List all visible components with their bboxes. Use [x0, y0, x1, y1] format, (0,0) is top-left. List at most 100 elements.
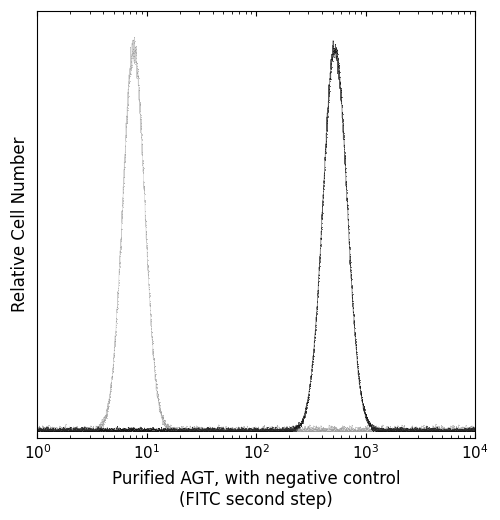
- Point: [404, 426, 412, 435]
- Point: [416, 426, 424, 434]
- Point: [260, 426, 268, 435]
- Point: [334, 426, 342, 434]
- Point: [145, 280, 153, 288]
- Point: [149, 351, 157, 359]
- Point: [78, 426, 86, 435]
- Point: [419, 425, 427, 433]
- Point: [412, 426, 420, 435]
- Point: [452, 425, 460, 434]
- Point: [458, 426, 466, 435]
- Point: [90, 426, 98, 435]
- Point: [185, 425, 193, 433]
- Point: [278, 426, 286, 435]
- Point: [383, 426, 391, 434]
- Point: [444, 426, 452, 435]
- Point: [192, 425, 200, 434]
- Point: [470, 426, 478, 435]
- Point: [127, 54, 135, 62]
- Point: [142, 425, 150, 434]
- Point: [221, 426, 229, 435]
- Point: [232, 424, 239, 433]
- Point: [156, 425, 164, 434]
- Point: [288, 426, 296, 435]
- Point: [276, 426, 284, 435]
- Point: [99, 426, 107, 435]
- Point: [456, 426, 464, 434]
- Point: [136, 98, 144, 106]
- Point: [71, 426, 79, 435]
- Point: [168, 426, 176, 435]
- Point: [104, 401, 112, 410]
- Point: [216, 426, 224, 435]
- Point: [256, 426, 264, 435]
- Point: [51, 424, 59, 433]
- Point: [206, 426, 214, 435]
- Point: [84, 426, 92, 435]
- Point: [239, 426, 247, 435]
- Point: [108, 426, 116, 435]
- Point: [212, 425, 220, 433]
- Point: [347, 426, 355, 435]
- Point: [82, 426, 90, 434]
- Point: [252, 426, 260, 435]
- Point: [300, 413, 308, 422]
- Point: [408, 425, 416, 434]
- Point: [138, 426, 145, 435]
- Point: [230, 424, 238, 432]
- Point: [396, 425, 404, 433]
- Point: [128, 425, 136, 434]
- Point: [101, 425, 109, 434]
- Point: [280, 426, 288, 435]
- Point: [105, 397, 113, 406]
- Point: [441, 426, 449, 435]
- Point: [147, 426, 155, 434]
- Point: [194, 426, 202, 435]
- Point: [196, 426, 204, 435]
- Point: [53, 426, 61, 435]
- Point: [337, 423, 345, 432]
- Point: [440, 426, 448, 435]
- Point: [162, 422, 170, 430]
- Point: [393, 426, 401, 435]
- Point: [56, 426, 64, 434]
- Point: [351, 426, 359, 435]
- Point: [94, 425, 102, 434]
- Point: [60, 426, 68, 435]
- Point: [298, 417, 306, 425]
- Point: [446, 426, 454, 434]
- Point: [322, 426, 330, 435]
- Point: [388, 426, 396, 435]
- Point: [220, 426, 228, 435]
- Point: [203, 426, 211, 435]
- Point: [384, 425, 392, 434]
- Point: [144, 274, 152, 282]
- Point: [432, 426, 440, 435]
- Point: [151, 425, 159, 433]
- Point: [260, 426, 268, 435]
- Point: [212, 426, 220, 435]
- Point: [74, 426, 82, 435]
- Point: [220, 426, 228, 435]
- Point: [74, 424, 82, 433]
- Point: [436, 426, 444, 435]
- Point: [348, 282, 356, 290]
- Point: [314, 424, 322, 432]
- Point: [202, 425, 210, 434]
- Point: [272, 426, 280, 435]
- Point: [309, 357, 317, 365]
- Point: [211, 426, 219, 434]
- Point: [64, 426, 72, 435]
- Point: [444, 426, 452, 434]
- Point: [374, 426, 382, 435]
- Point: [192, 426, 200, 435]
- Point: [60, 425, 68, 433]
- Point: [90, 425, 98, 433]
- Point: [258, 426, 266, 434]
- Point: [140, 168, 147, 177]
- Point: [258, 424, 266, 432]
- Point: [60, 426, 68, 434]
- Point: [240, 426, 248, 435]
- Point: [391, 426, 399, 435]
- Point: [362, 412, 370, 420]
- Point: [53, 426, 61, 435]
